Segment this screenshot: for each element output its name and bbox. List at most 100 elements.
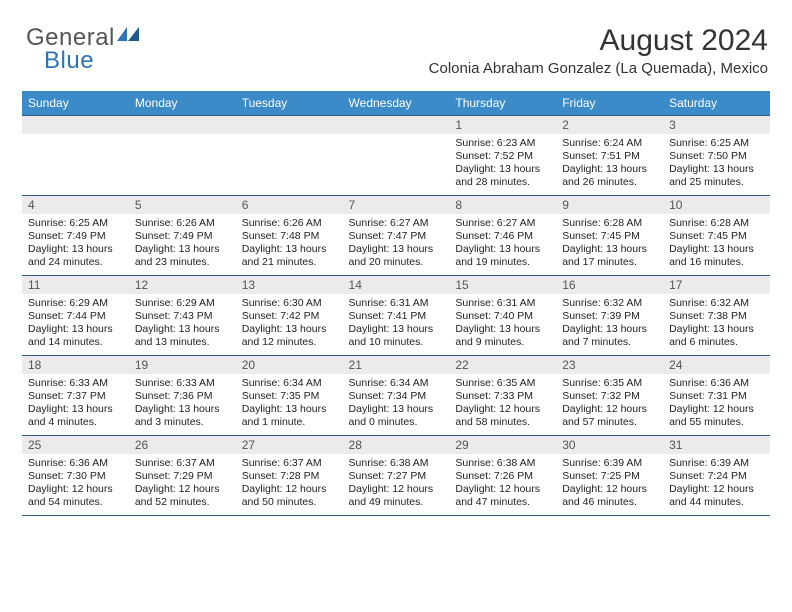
sunrise-text: Sunrise: 6:35 AM [455, 377, 550, 390]
sunrise-text: Sunrise: 6:39 AM [562, 457, 657, 470]
calendar-day-cell: 17Sunrise: 6:32 AMSunset: 7:38 PMDayligh… [663, 276, 770, 356]
sunrise-text: Sunrise: 6:27 AM [349, 217, 444, 230]
daylight-text: Daylight: 13 hours and 14 minutes. [28, 323, 123, 349]
calendar-day-cell: 19Sunrise: 6:33 AMSunset: 7:36 PMDayligh… [129, 356, 236, 436]
day-body: Sunrise: 6:32 AMSunset: 7:39 PMDaylight:… [556, 294, 663, 355]
sunrise-text: Sunrise: 6:28 AM [669, 217, 764, 230]
day-number: 28 [343, 436, 450, 454]
daylight-text: Daylight: 13 hours and 24 minutes. [28, 243, 123, 269]
daylight-text: Daylight: 13 hours and 20 minutes. [349, 243, 444, 269]
day-number: 8 [449, 196, 556, 214]
daylight-text: Daylight: 13 hours and 25 minutes. [669, 163, 764, 189]
daylight-text: Daylight: 13 hours and 16 minutes. [669, 243, 764, 269]
logo-flag-icon [117, 22, 139, 50]
sunset-text: Sunset: 7:27 PM [349, 470, 444, 483]
day-body: Sunrise: 6:32 AMSunset: 7:38 PMDaylight:… [663, 294, 770, 355]
day-body: Sunrise: 6:36 AMSunset: 7:30 PMDaylight:… [22, 454, 129, 515]
day-body: Sunrise: 6:28 AMSunset: 7:45 PMDaylight:… [663, 214, 770, 275]
day-body [22, 134, 129, 192]
day-body: Sunrise: 6:30 AMSunset: 7:42 PMDaylight:… [236, 294, 343, 355]
calendar-day-cell: 4Sunrise: 6:25 AMSunset: 7:49 PMDaylight… [22, 196, 129, 276]
day-body: Sunrise: 6:35 AMSunset: 7:33 PMDaylight:… [449, 374, 556, 435]
sunrise-text: Sunrise: 6:34 AM [349, 377, 444, 390]
calendar-week-row: 25Sunrise: 6:36 AMSunset: 7:30 PMDayligh… [22, 436, 770, 516]
day-body: Sunrise: 6:27 AMSunset: 7:46 PMDaylight:… [449, 214, 556, 275]
calendar-day-cell: 25Sunrise: 6:36 AMSunset: 7:30 PMDayligh… [22, 436, 129, 516]
daylight-text: Daylight: 12 hours and 49 minutes. [349, 483, 444, 509]
sunrise-text: Sunrise: 6:23 AM [455, 137, 550, 150]
sunrise-text: Sunrise: 6:27 AM [455, 217, 550, 230]
day-number: 16 [556, 276, 663, 294]
sunset-text: Sunset: 7:49 PM [135, 230, 230, 243]
day-body: Sunrise: 6:23 AMSunset: 7:52 PMDaylight:… [449, 134, 556, 195]
day-body: Sunrise: 6:34 AMSunset: 7:34 PMDaylight:… [343, 374, 450, 435]
sunrise-text: Sunrise: 6:26 AM [242, 217, 337, 230]
day-number: 29 [449, 436, 556, 454]
sunrise-text: Sunrise: 6:33 AM [28, 377, 123, 390]
calendar-day-cell: 20Sunrise: 6:34 AMSunset: 7:35 PMDayligh… [236, 356, 343, 436]
calendar-day-cell: 26Sunrise: 6:37 AMSunset: 7:29 PMDayligh… [129, 436, 236, 516]
day-number: 17 [663, 276, 770, 294]
daylight-text: Daylight: 13 hours and 6 minutes. [669, 323, 764, 349]
day-body: Sunrise: 6:28 AMSunset: 7:45 PMDaylight:… [556, 214, 663, 275]
sunset-text: Sunset: 7:36 PM [135, 390, 230, 403]
day-body: Sunrise: 6:26 AMSunset: 7:49 PMDaylight:… [129, 214, 236, 275]
sunrise-text: Sunrise: 6:38 AM [455, 457, 550, 470]
day-body: Sunrise: 6:38 AMSunset: 7:27 PMDaylight:… [343, 454, 450, 515]
daylight-text: Daylight: 13 hours and 17 minutes. [562, 243, 657, 269]
day-number: 10 [663, 196, 770, 214]
calendar-week-row: 11Sunrise: 6:29 AMSunset: 7:44 PMDayligh… [22, 276, 770, 356]
sunrise-text: Sunrise: 6:32 AM [669, 297, 764, 310]
day-body: Sunrise: 6:33 AMSunset: 7:36 PMDaylight:… [129, 374, 236, 435]
sunrise-text: Sunrise: 6:25 AM [28, 217, 123, 230]
sunrise-text: Sunrise: 6:31 AM [455, 297, 550, 310]
sunset-text: Sunset: 7:50 PM [669, 150, 764, 163]
calendar-day-cell [236, 116, 343, 196]
daylight-text: Daylight: 12 hours and 52 minutes. [135, 483, 230, 509]
sunset-text: Sunset: 7:33 PM [455, 390, 550, 403]
daylight-text: Daylight: 13 hours and 21 minutes. [242, 243, 337, 269]
daylight-text: Daylight: 13 hours and 10 minutes. [349, 323, 444, 349]
day-number: 20 [236, 356, 343, 374]
day-body: Sunrise: 6:26 AMSunset: 7:48 PMDaylight:… [236, 214, 343, 275]
sunrise-text: Sunrise: 6:36 AM [28, 457, 123, 470]
calendar-day-cell: 27Sunrise: 6:37 AMSunset: 7:28 PMDayligh… [236, 436, 343, 516]
day-number: 3 [663, 116, 770, 134]
sunrise-text: Sunrise: 6:29 AM [28, 297, 123, 310]
calendar-day-cell: 6Sunrise: 6:26 AMSunset: 7:48 PMDaylight… [236, 196, 343, 276]
day-body: Sunrise: 6:36 AMSunset: 7:31 PMDaylight:… [663, 374, 770, 435]
day-header: Monday [129, 91, 236, 116]
sunset-text: Sunset: 7:31 PM [669, 390, 764, 403]
day-header: Tuesday [236, 91, 343, 116]
daylight-text: Daylight: 12 hours and 57 minutes. [562, 403, 657, 429]
sunset-text: Sunset: 7:44 PM [28, 310, 123, 323]
day-body: Sunrise: 6:35 AMSunset: 7:32 PMDaylight:… [556, 374, 663, 435]
sunset-text: Sunset: 7:48 PM [242, 230, 337, 243]
daylight-text: Daylight: 12 hours and 58 minutes. [455, 403, 550, 429]
calendar-day-cell: 8Sunrise: 6:27 AMSunset: 7:46 PMDaylight… [449, 196, 556, 276]
calendar-day-cell: 28Sunrise: 6:38 AMSunset: 7:27 PMDayligh… [343, 436, 450, 516]
calendar-header-row: SundayMondayTuesdayWednesdayThursdayFrid… [22, 91, 770, 116]
calendar-day-cell: 23Sunrise: 6:35 AMSunset: 7:32 PMDayligh… [556, 356, 663, 436]
day-number: 11 [22, 276, 129, 294]
sunrise-text: Sunrise: 6:30 AM [242, 297, 337, 310]
daylight-text: Daylight: 12 hours and 46 minutes. [562, 483, 657, 509]
day-header: Thursday [449, 91, 556, 116]
sunset-text: Sunset: 7:29 PM [135, 470, 230, 483]
day-body: Sunrise: 6:25 AMSunset: 7:49 PMDaylight:… [22, 214, 129, 275]
sunrise-text: Sunrise: 6:31 AM [349, 297, 444, 310]
day-body: Sunrise: 6:39 AMSunset: 7:24 PMDaylight:… [663, 454, 770, 515]
daylight-text: Daylight: 13 hours and 19 minutes. [455, 243, 550, 269]
sunset-text: Sunset: 7:43 PM [135, 310, 230, 323]
day-number: 30 [556, 436, 663, 454]
day-number: 31 [663, 436, 770, 454]
day-number: 27 [236, 436, 343, 454]
sunrise-text: Sunrise: 6:29 AM [135, 297, 230, 310]
daylight-text: Daylight: 13 hours and 23 minutes. [135, 243, 230, 269]
calendar-day-cell: 24Sunrise: 6:36 AMSunset: 7:31 PMDayligh… [663, 356, 770, 436]
calendar-day-cell: 11 Sunrise: 6:29 AMSunset: 7:44 PMDayligh… [22, 276, 129, 356]
calendar-day-cell: 31Sunrise: 6:39 AMSunset: 7:24 PMDayligh… [663, 436, 770, 516]
sunrise-text: Sunrise: 6:36 AM [669, 377, 764, 390]
day-number: 9 [556, 196, 663, 214]
day-number: 1 [449, 116, 556, 134]
